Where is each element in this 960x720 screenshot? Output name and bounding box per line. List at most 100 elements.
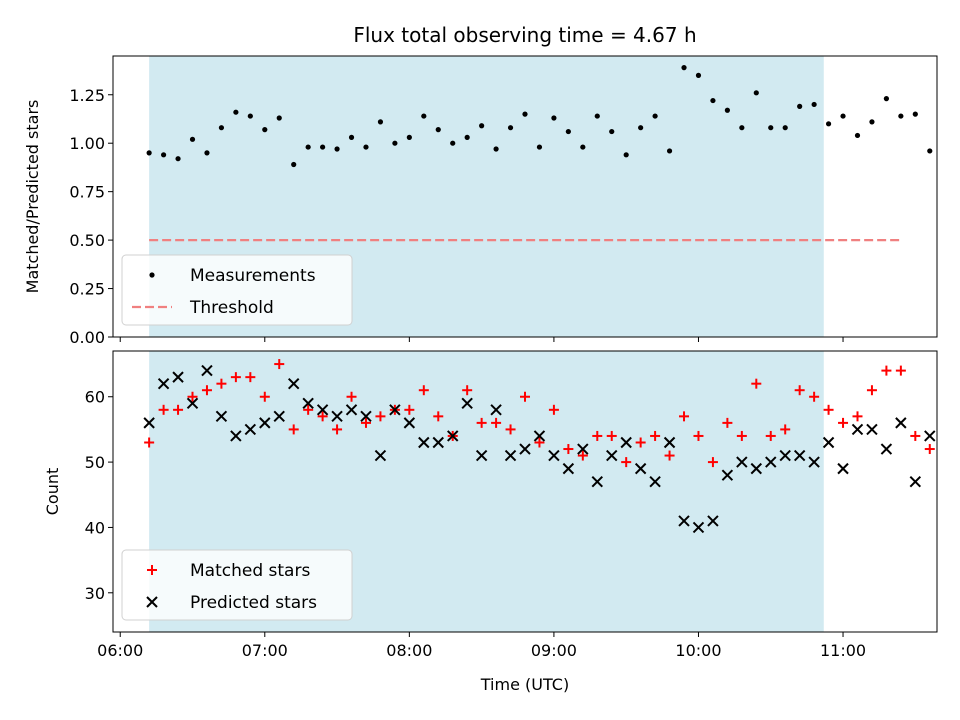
measurement-point (493, 146, 499, 152)
x-marker-b (924, 430, 936, 442)
matched-star-point (158, 404, 169, 415)
matched-star-point (491, 417, 502, 428)
chart-title: Flux total observing time = 4.67 h (353, 23, 696, 47)
matched-star-point (216, 378, 227, 389)
matched-star-point (520, 391, 530, 402)
measurement-point (406, 134, 412, 140)
x-marker-b (692, 521, 705, 534)
matched-star-point (577, 450, 588, 461)
matched-star-point (303, 404, 314, 415)
x-marker-b (316, 404, 329, 416)
measurement-point (797, 103, 803, 109)
y-tick-label: 0.25 (69, 280, 105, 299)
measurement-point (638, 125, 644, 131)
matched-star-point (230, 372, 241, 383)
measurement-point (551, 115, 557, 121)
matched-star-point (780, 424, 791, 435)
matched-star-point (736, 430, 747, 441)
matched-star-point (476, 417, 487, 428)
measurement-point (204, 150, 210, 156)
legend-label: Predicted stars (190, 593, 317, 613)
x-marker-b (287, 377, 300, 390)
x-marker-b (837, 462, 849, 475)
y-tick-label: 1.00 (69, 134, 105, 153)
predicted-star-point (837, 462, 849, 475)
x-marker-b (186, 397, 199, 409)
measurement-point (883, 96, 890, 102)
x-marker-b (360, 410, 372, 423)
predicted-star-point (201, 364, 213, 377)
x-marker-b (620, 436, 632, 449)
matched-star-point (375, 411, 386, 422)
legend-label: Matched stars (190, 561, 310, 581)
y-tick-label: 50 (85, 453, 105, 472)
x-marker-b (851, 423, 864, 436)
predicted-star-point (562, 462, 575, 475)
predicted-star-point (302, 397, 314, 409)
predicted-star-point (808, 456, 820, 468)
measurement-point (854, 132, 861, 139)
x-marker-b (909, 475, 922, 488)
measurement-point (811, 101, 817, 108)
legend-x-b (146, 596, 158, 608)
y-tick-label: 0.75 (69, 183, 105, 202)
x-marker-b (432, 436, 444, 449)
bottom-panel: 30 40 50 60 06:00 07:00 08:00 09:00 10:00 11:00 Ma… (43, 350, 938, 694)
x-marker-b (504, 449, 517, 462)
measurement-point (912, 111, 918, 117)
matched-star-point (809, 391, 820, 402)
matched-star-point (635, 437, 646, 448)
measurement-point (623, 152, 629, 158)
predicted-star-point (909, 475, 922, 488)
matched-star-point (332, 424, 343, 435)
x-marker-b (606, 449, 618, 462)
x-marker-b (447, 430, 459, 442)
matched-star-point (274, 359, 285, 370)
measurement-point (652, 113, 658, 119)
x-marker-b (577, 443, 589, 455)
y-tick-label: 0.00 (69, 328, 105, 347)
predicted-star-point (851, 423, 864, 436)
x-marker-b (475, 449, 488, 462)
predicted-star-point (287, 377, 300, 390)
predicted-star-point (461, 397, 473, 409)
predicted-star-point (504, 449, 517, 462)
matched-star-point (505, 424, 516, 435)
x-marker-b (634, 462, 647, 475)
matched-star-point (621, 457, 632, 468)
x-marker-b (259, 417, 271, 429)
matched-star-point (201, 385, 212, 396)
x-marker-b (331, 410, 343, 423)
predicted-star-point (692, 521, 705, 534)
measurement-point (146, 150, 152, 156)
measurement-point (262, 127, 268, 133)
measurement-point (450, 140, 456, 146)
measurement-point (291, 161, 297, 168)
axes-frame (112, 55, 938, 338)
predicted-star-point (316, 404, 329, 416)
x-marker-b (389, 404, 401, 416)
measurement-point (609, 128, 615, 135)
measurement-point (160, 152, 167, 158)
predicted-star-point (374, 449, 387, 462)
predicted-star-point (707, 515, 719, 527)
predicted-star-point (634, 462, 647, 475)
x-marker-b (822, 436, 835, 449)
measurement-point (334, 146, 340, 152)
matched-star-point (707, 457, 718, 468)
x-marker-b (808, 456, 820, 468)
x-axis-label: Time (UTC) (480, 675, 569, 694)
predicted-star-point (866, 423, 878, 436)
matched-star-point (346, 391, 357, 402)
x-marker-b (765, 456, 777, 468)
x-marker-b (519, 443, 531, 455)
x-marker-b (345, 404, 358, 416)
predicted-star-point (244, 423, 257, 436)
measurement-point (753, 90, 759, 96)
predicted-star-point (490, 404, 502, 416)
predicted-star-point (186, 397, 199, 409)
predicted-star-point (793, 449, 806, 462)
matched-star-point (144, 437, 155, 448)
matched-star-point (563, 444, 574, 455)
measurement-point (507, 125, 514, 131)
